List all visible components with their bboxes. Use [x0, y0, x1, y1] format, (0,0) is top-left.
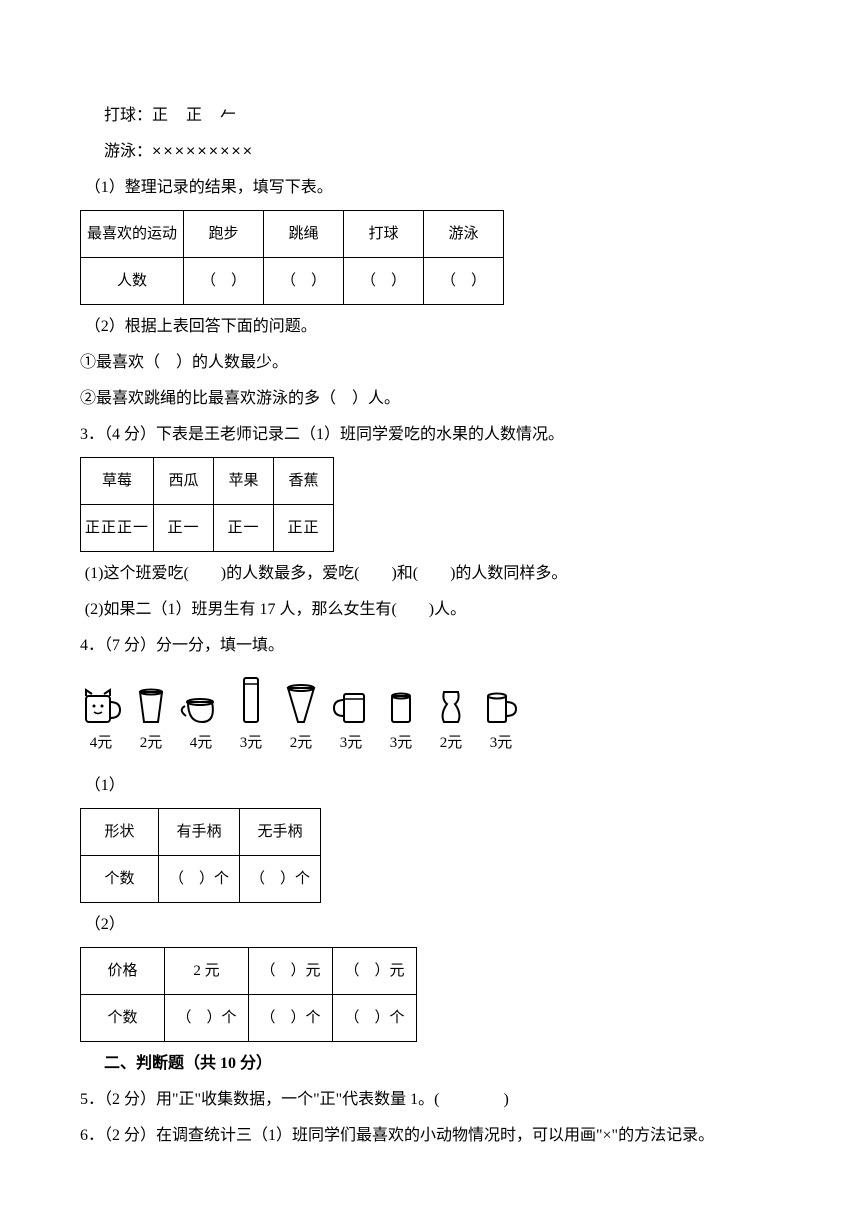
- table-row: 价格 2 元 （ ）元 （ ）元: [81, 948, 417, 995]
- q6-text: 6．（2 分）在调查统计三（1）班同学们最喜欢的小动物情况时，可以用画"×"的方…: [80, 1120, 780, 1152]
- q5-text: 5．（2 分）用"正"收集数据，一个"正"代表数量 1。( ): [80, 1084, 780, 1116]
- section2-title: 二、判断题（共 10 分）: [80, 1048, 780, 1080]
- td-blank: （ ）: [184, 258, 264, 305]
- th-ball: 打球: [344, 211, 424, 258]
- td-blank: （ ）: [344, 258, 424, 305]
- price-label: 3元: [230, 728, 272, 758]
- cup-icon: [330, 686, 372, 726]
- cup-icon: [480, 686, 522, 726]
- table-row: 形状 有手柄 无手柄: [81, 809, 321, 856]
- price-label: 2元: [430, 728, 472, 758]
- th-fruit: 苹果: [214, 458, 274, 505]
- td-blank: （ ）: [264, 258, 344, 305]
- table-row: 最喜欢的运动 跑步 跳绳 打球 游泳: [81, 211, 504, 258]
- table-row: 正正正一 正一 正一 正正: [81, 505, 334, 552]
- cup-icon: [130, 686, 172, 726]
- cup-icon: [230, 676, 272, 726]
- th-shape: 形状: [81, 809, 159, 856]
- q4-table1: 形状 有手柄 无手柄 个数 （ ）个 （ ）个: [80, 808, 321, 903]
- td-blank: （ ）个: [240, 856, 321, 903]
- tally-ball-marks: 正 正 𠂉: [152, 107, 237, 124]
- th-sport: 最喜欢的运动: [81, 211, 184, 258]
- cups-row: [80, 676, 780, 726]
- td-price: 2 元: [165, 948, 249, 995]
- th-fruit: 香蕉: [274, 458, 334, 505]
- td-tally: 正一: [214, 505, 274, 552]
- q3-title: 3．（4 分）下表是王老师记录二（1）班同学爱吃的水果的人数情况。: [80, 419, 780, 451]
- q4-title: 4．（7 分）分一分，填一填。: [80, 630, 780, 662]
- price-label: 4元: [180, 728, 222, 758]
- price-label: 2元: [130, 728, 172, 758]
- prices-row: 4元 2元 4元 3元 2元 3元 3元 2元 3元: [80, 728, 780, 758]
- price-label: 3元: [380, 728, 422, 758]
- q2-sub1: ①最喜欢（ ）的人数最少。: [80, 347, 780, 379]
- q4-part1-label: （1）: [80, 770, 780, 802]
- td-blank: （ ）个: [333, 995, 417, 1042]
- th-count: 个数: [81, 995, 165, 1042]
- q3-sub2: (2)如果二（1）班男生有 17 人，那么女生有( )人。: [80, 594, 780, 626]
- cup-icon: [280, 682, 322, 726]
- td-tally: 正正: [274, 505, 334, 552]
- q4-part2-label: （2）: [80, 909, 780, 941]
- th-price: 价格: [81, 948, 165, 995]
- tally-swim-line: 游泳：×××××××××: [80, 136, 780, 168]
- th-fruit: 草莓: [81, 458, 154, 505]
- tally-swim-marks: ×××××××××: [152, 143, 254, 160]
- q2-part2-label: （2）根据上表回答下面的问题。: [80, 311, 780, 343]
- tally-swim-label: 游泳：: [104, 143, 152, 160]
- td-count-label: 个数: [81, 856, 159, 903]
- th-handle-no: 无手柄: [240, 809, 321, 856]
- q2-part1-label: （1）整理记录的结果，填写下表。: [80, 172, 780, 204]
- th-fruit: 西瓜: [154, 458, 214, 505]
- th-handle-yes: 有手柄: [159, 809, 240, 856]
- cup-icon: [80, 686, 122, 726]
- td-price-blank: （ ）元: [249, 948, 333, 995]
- th-run: 跑步: [184, 211, 264, 258]
- td-blank: （ ）: [424, 258, 504, 305]
- table-row: 个数 （ ）个 （ ）个 （ ）个: [81, 995, 417, 1042]
- td-blank: （ ）个: [159, 856, 240, 903]
- q2-sub2: ②最喜欢跳绳的比最喜欢游泳的多（ ）人。: [80, 383, 780, 415]
- th-swim: 游泳: [424, 211, 504, 258]
- q4-table2: 价格 2 元 （ ）元 （ ）元 个数 （ ）个 （ ）个 （ ）个: [80, 947, 417, 1042]
- th-jump: 跳绳: [264, 211, 344, 258]
- td-blank: （ ）个: [165, 995, 249, 1042]
- q3-table: 草莓 西瓜 苹果 香蕉 正正正一 正一 正一 正正: [80, 457, 334, 552]
- cup-icon: [380, 686, 422, 726]
- cup-icon: [180, 686, 222, 726]
- td-tally: 正一: [154, 505, 214, 552]
- tally-ball-label: 打球：: [104, 107, 152, 124]
- cup-icon: [430, 686, 472, 726]
- q2-table: 最喜欢的运动 跑步 跳绳 打球 游泳 人数 （ ） （ ） （ ） （ ）: [80, 210, 504, 305]
- price-label: 3元: [330, 728, 372, 758]
- q3-sub1: (1)这个班爱吃( )的人数最多，爱吃( )和( )的人数同样多。: [80, 558, 780, 590]
- tally-ball-line: 打球：正 正 𠂉: [80, 100, 780, 132]
- td-tally: 正正正一: [81, 505, 154, 552]
- price-label: 4元: [80, 728, 122, 758]
- price-label: 2元: [280, 728, 322, 758]
- td-blank: （ ）个: [249, 995, 333, 1042]
- table-row: 个数 （ ）个 （ ）个: [81, 856, 321, 903]
- td-price-blank: （ ）元: [333, 948, 417, 995]
- table-row: 人数 （ ） （ ） （ ） （ ）: [81, 258, 504, 305]
- table-row: 草莓 西瓜 苹果 香蕉: [81, 458, 334, 505]
- price-label: 3元: [480, 728, 522, 758]
- td-count-label: 人数: [81, 258, 184, 305]
